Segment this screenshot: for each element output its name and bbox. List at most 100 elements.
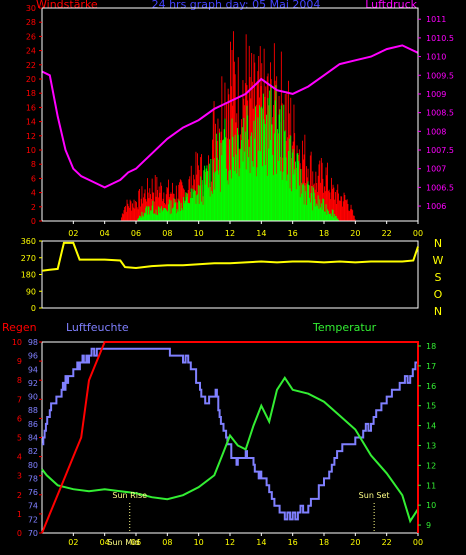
wind-gust-bar <box>132 207 134 221</box>
wind-avg-bar <box>287 174 289 221</box>
wind-avg-bar <box>262 93 264 221</box>
wind-avg-bar <box>152 200 154 221</box>
wind-avg-bar <box>270 140 271 221</box>
wind-avg-bar <box>144 213 146 221</box>
wind-avg-bar <box>255 176 257 221</box>
wind-avg-bar <box>198 203 200 221</box>
wind-avg-bar <box>201 201 202 221</box>
wind-tick-label: 8 <box>31 160 36 169</box>
wind-avg-bar <box>243 118 245 221</box>
temperature-tick-label: 13 <box>426 441 436 450</box>
wind-gust-bar <box>262 108 263 221</box>
pressure-line <box>41 44 419 189</box>
wind-avg-bar <box>321 209 323 221</box>
wind-avg-bar <box>190 188 192 221</box>
wind-avg-bar <box>295 161 296 221</box>
wind-avg-bar <box>204 165 206 221</box>
wind-avg-bar <box>137 218 139 221</box>
wind-avg-bar <box>143 216 144 221</box>
wind-avg-bar <box>168 199 170 221</box>
x-tick-label: 04 <box>100 538 110 547</box>
wind-gust-bar <box>306 166 307 221</box>
wind-gust-bar <box>143 193 145 221</box>
wind-avg-bar <box>213 172 215 221</box>
humidity-tick-label: 88 <box>28 406 38 415</box>
wind-avg-bar <box>244 131 246 221</box>
wind-gust-bar <box>188 179 190 221</box>
wind-avg-bar <box>208 187 209 221</box>
wind-gust-bar <box>331 188 333 221</box>
wind-avg-bar <box>313 187 314 221</box>
x-tick-label: 12 <box>225 538 235 547</box>
wind-avg-bar <box>336 218 338 221</box>
wind-gust-bar <box>131 210 133 221</box>
temperature-tick-label: 12 <box>426 461 436 470</box>
wind-gust-bar <box>136 202 137 221</box>
wind-avg-bar <box>304 185 306 221</box>
wind-gust-bar <box>327 162 328 221</box>
wind-avg-bar <box>202 204 204 221</box>
wind-gust-bar <box>221 76 223 221</box>
wind-avg-bar <box>251 132 253 221</box>
wind-avg-bars <box>137 84 339 221</box>
wind-avg-bar <box>215 133 217 221</box>
wind-avg-bar <box>182 210 184 221</box>
wind-avg-bar <box>226 180 228 221</box>
wind-avg-bar <box>306 184 308 221</box>
wind-gust-bar <box>299 163 301 221</box>
wind-gust-bar <box>121 213 123 221</box>
wind-avg-bar <box>298 185 300 221</box>
wind-avg-bar <box>302 184 303 221</box>
wind-avg-bar <box>296 153 298 221</box>
wind-avg-bar <box>175 202 177 221</box>
wind-avg-bar <box>206 165 208 221</box>
wind-avg-bar <box>147 206 149 221</box>
wind-gust-bar <box>331 177 332 221</box>
wind-tick-label: 26 <box>26 32 36 41</box>
wind-gust-bar <box>140 198 142 221</box>
direction-panel-frame <box>41 240 419 309</box>
wind-gust-bar <box>276 76 278 221</box>
wind-gust-bar <box>266 76 268 222</box>
humidity-legend-label: Luftfeuchte <box>66 321 129 334</box>
wind-gust-bar <box>327 190 329 221</box>
wind-avg-bar <box>221 155 223 221</box>
rain-line <box>41 341 419 534</box>
wind-avg-bar <box>150 210 152 221</box>
wind-avg-bar <box>300 169 302 221</box>
x-tick-label: 20 <box>350 229 360 238</box>
wind-avg-bar <box>320 203 322 221</box>
wind-gust-bar <box>228 94 230 221</box>
humidity-tick-label: 92 <box>28 379 38 388</box>
wind-avg-bar <box>272 155 274 221</box>
humidity-tick-label: 94 <box>28 365 38 374</box>
wind-avg-bar <box>264 124 266 221</box>
wind-avg-bar <box>150 210 151 221</box>
wind-gust-bar <box>149 188 151 221</box>
wind-avg-bar <box>218 174 220 221</box>
wind-gust-bar <box>139 189 140 221</box>
wind-avg-bar <box>327 210 329 221</box>
wind-avg-bar <box>252 166 254 221</box>
wind-gust-bar <box>160 182 162 221</box>
wind-avg-bar <box>310 193 312 221</box>
wind-gust-bar <box>126 199 128 221</box>
direction-tick-label: 0 <box>31 304 36 313</box>
pressure-tick-label: 1007 <box>426 165 446 174</box>
wind-gust-bar <box>129 199 131 221</box>
direction-tick-label: 180 <box>21 271 36 280</box>
wind-avg-bar <box>173 198 175 221</box>
wind-gust-bar <box>171 193 173 221</box>
wind-avg-bar <box>227 184 229 221</box>
wind-avg-bar <box>141 211 143 221</box>
wind-gust-bar <box>213 101 215 221</box>
wind-gust-bar <box>147 178 148 221</box>
wind-gust-bar <box>351 209 353 221</box>
wind-avg-bar <box>219 191 221 221</box>
wind-gust-bar <box>346 199 348 221</box>
wind-gust-bar <box>352 210 354 221</box>
wind-avg-bar <box>297 153 299 221</box>
wind-gust-bar <box>236 113 238 221</box>
wind-gust-bar <box>338 200 340 221</box>
wind-avg-bar <box>187 203 189 221</box>
